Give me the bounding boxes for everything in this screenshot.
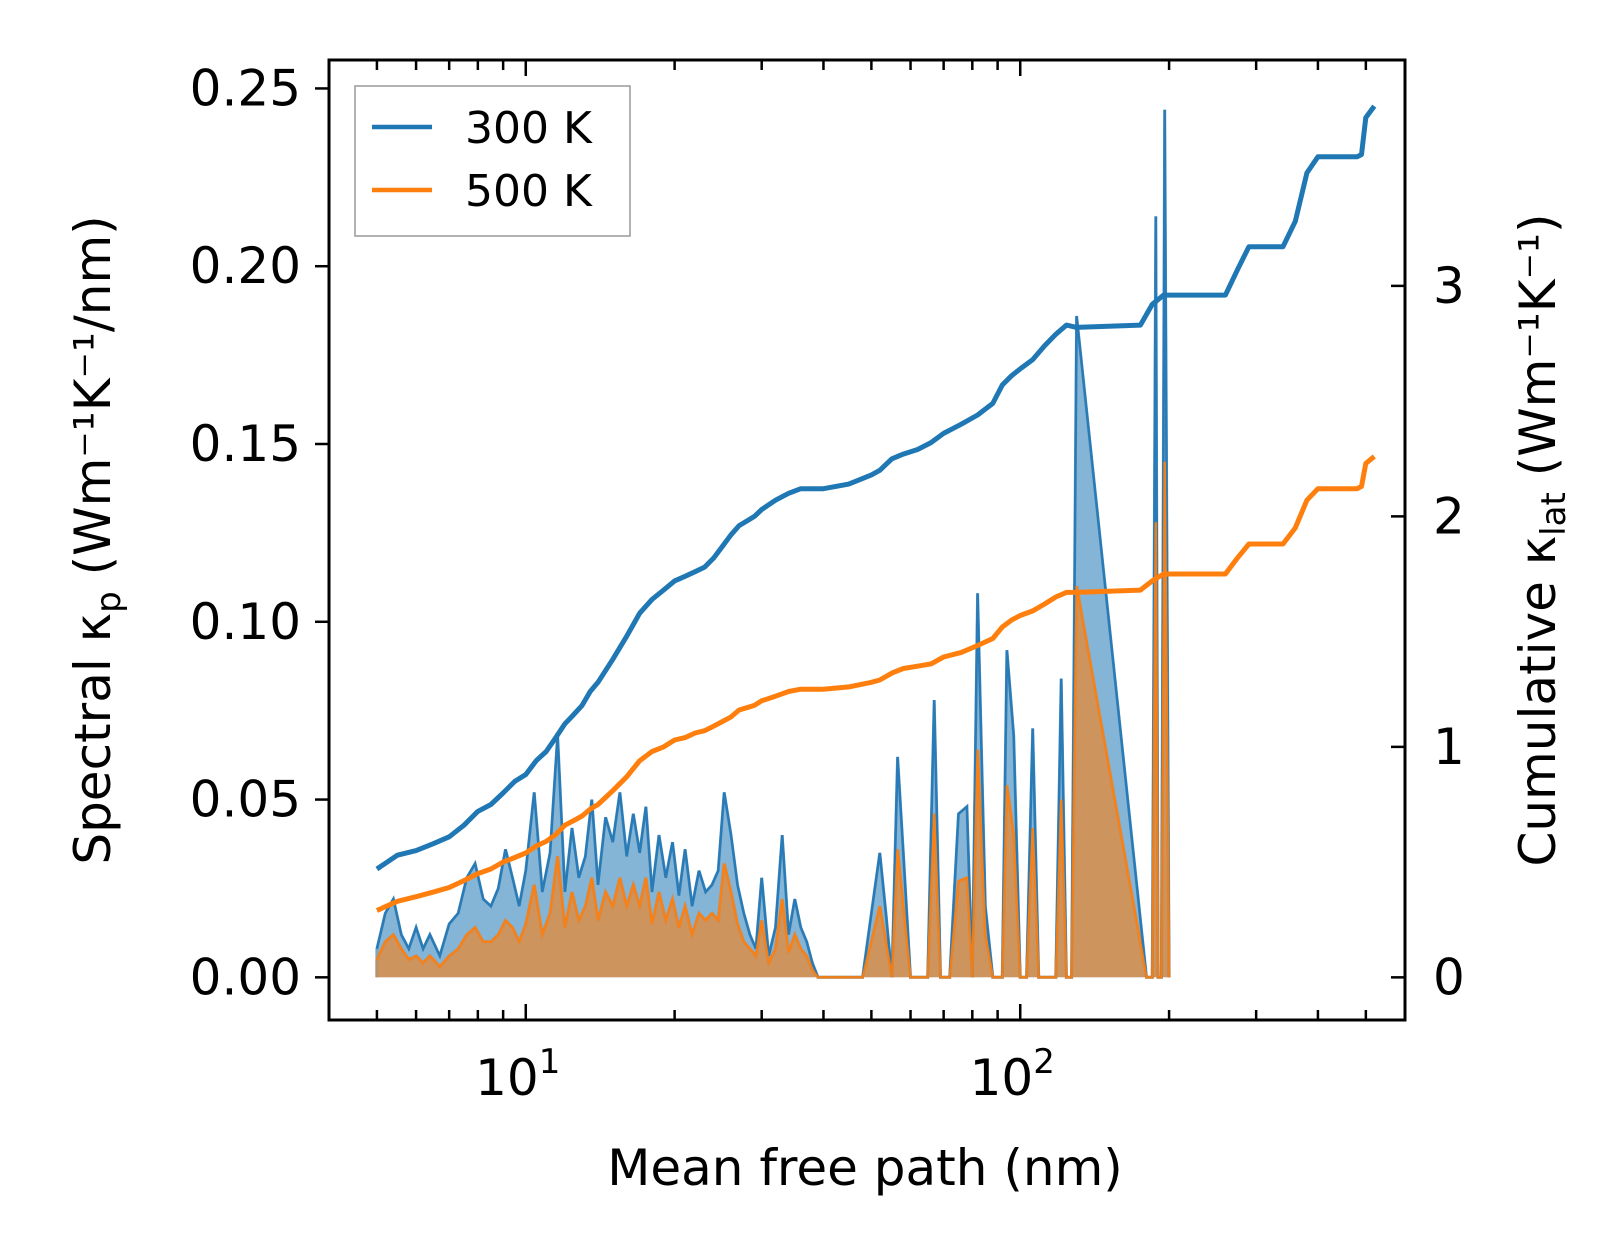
right-y-tick-label: 0 <box>1433 948 1465 1006</box>
left-y-tick-label: 0.05 <box>190 771 301 829</box>
legend-label-300k: 300 K <box>465 103 593 154</box>
left-y-tick-label: 0.10 <box>190 593 301 651</box>
legend-box <box>354 85 631 237</box>
x-axis-title: Mean free path (nm) <box>607 1139 1123 1197</box>
x-axis: 101 102 <box>327 60 1407 1107</box>
right-y-tick-label: 2 <box>1433 487 1465 545</box>
left-y-tick-label: 0.25 <box>190 59 301 117</box>
left-y-axis: 0.00 0.05 0.10 0.15 0.20 0.25 <box>190 59 329 1006</box>
x-tick-label: 101 <box>475 1042 560 1107</box>
spectral-line-500k <box>375 461 1171 979</box>
legend: 300 K 500 K <box>354 85 631 237</box>
spectral-line-layer <box>375 109 1171 979</box>
legend-label-500k: 500 K <box>465 166 593 217</box>
cumulative-line-layer <box>375 104 1377 913</box>
cumulative-line-300k <box>375 104 1377 872</box>
left-axis-title: Spectral κp (Wm⁻¹K⁻¹/nm) <box>64 215 129 864</box>
x-tick-label: 102 <box>970 1042 1055 1107</box>
right-y-tick-label: 1 <box>1433 718 1465 776</box>
right-axis-title: Cumulative κlat (Wm⁻¹K⁻¹) <box>1509 213 1574 866</box>
left-y-tick-label: 0.00 <box>190 948 301 1006</box>
left-y-tick-label: 0.15 <box>190 415 301 473</box>
plot-area <box>327 58 1407 1022</box>
right-y-axis: 0 1 2 3 <box>1391 257 1465 1006</box>
right-y-tick-label: 3 <box>1433 257 1465 315</box>
cumulative-line-500k <box>375 454 1376 913</box>
left-y-tick-label: 0.20 <box>190 237 301 295</box>
plot-frame <box>327 58 1407 1022</box>
